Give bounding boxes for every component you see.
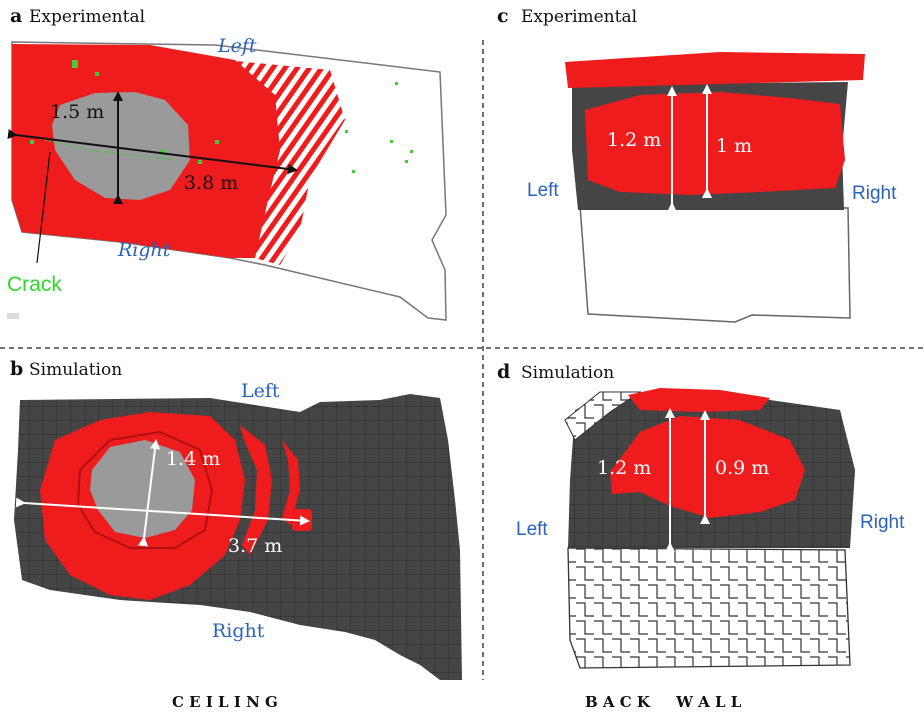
panel-d-right-label: Right bbox=[860, 512, 905, 533]
panel-a-crack-label: Crack bbox=[7, 273, 62, 296]
caption-ceiling: C E I L I N G bbox=[172, 693, 278, 711]
panel-d-inner-measure: 0.9 m bbox=[715, 457, 769, 479]
panel-a-scale-mark bbox=[7, 313, 19, 319]
panel-c: c Experimental 1.2 m 1 m Left Right bbox=[497, 5, 897, 322]
panel-d-top-damage bbox=[628, 388, 770, 412]
panel-c-wall-outline bbox=[580, 205, 850, 322]
panel-c-left-label: Left bbox=[527, 180, 559, 201]
caption-back-wall: B A C K W A L L bbox=[585, 693, 742, 711]
panel-c-outer-measure: 1.2 m bbox=[607, 129, 661, 151]
panel-b-title: Simulation bbox=[29, 360, 122, 380]
panel-a-right-label: Right bbox=[117, 239, 171, 261]
panel-a-left-label: Left bbox=[217, 35, 257, 57]
panel-b-horizontal-measure: 3.7 m bbox=[228, 535, 282, 557]
panel-a-letter: a bbox=[10, 5, 22, 27]
panel-d-title: Simulation bbox=[521, 363, 614, 383]
panel-d: d Simulation 1.2 m 0.9 m Left Right bbox=[497, 361, 905, 668]
panel-d-outer-measure: 1.2 m bbox=[597, 457, 651, 479]
panel-a-vertical-measure: 1.5 m bbox=[50, 101, 104, 123]
panel-d-lower-wall bbox=[568, 548, 850, 668]
panel-b-right-label: Right bbox=[212, 620, 265, 642]
panel-b-letter: b bbox=[10, 358, 23, 380]
panel-c-inner-measure: 1 m bbox=[716, 135, 752, 157]
panel-a-title: Experimental bbox=[29, 7, 145, 27]
panel-c-right-label: Right bbox=[852, 183, 897, 204]
panel-d-letter: d bbox=[497, 361, 510, 383]
panel-a: a Experimental 1.5 m 3.8 m Left Right Cr… bbox=[7, 5, 446, 320]
panel-c-letter: c bbox=[497, 5, 509, 27]
panel-d-left-label: Left bbox=[516, 519, 548, 540]
panel-c-title: Experimental bbox=[521, 7, 637, 27]
panel-b-left-label: Left bbox=[241, 380, 280, 402]
panel-b: b Simulation 1.4 m 3.7 m Left Right bbox=[10, 358, 462, 680]
panel-b-vertical-measure: 1.4 m bbox=[166, 448, 220, 470]
panel-a-horizontal-measure: 3.8 m bbox=[184, 172, 238, 194]
